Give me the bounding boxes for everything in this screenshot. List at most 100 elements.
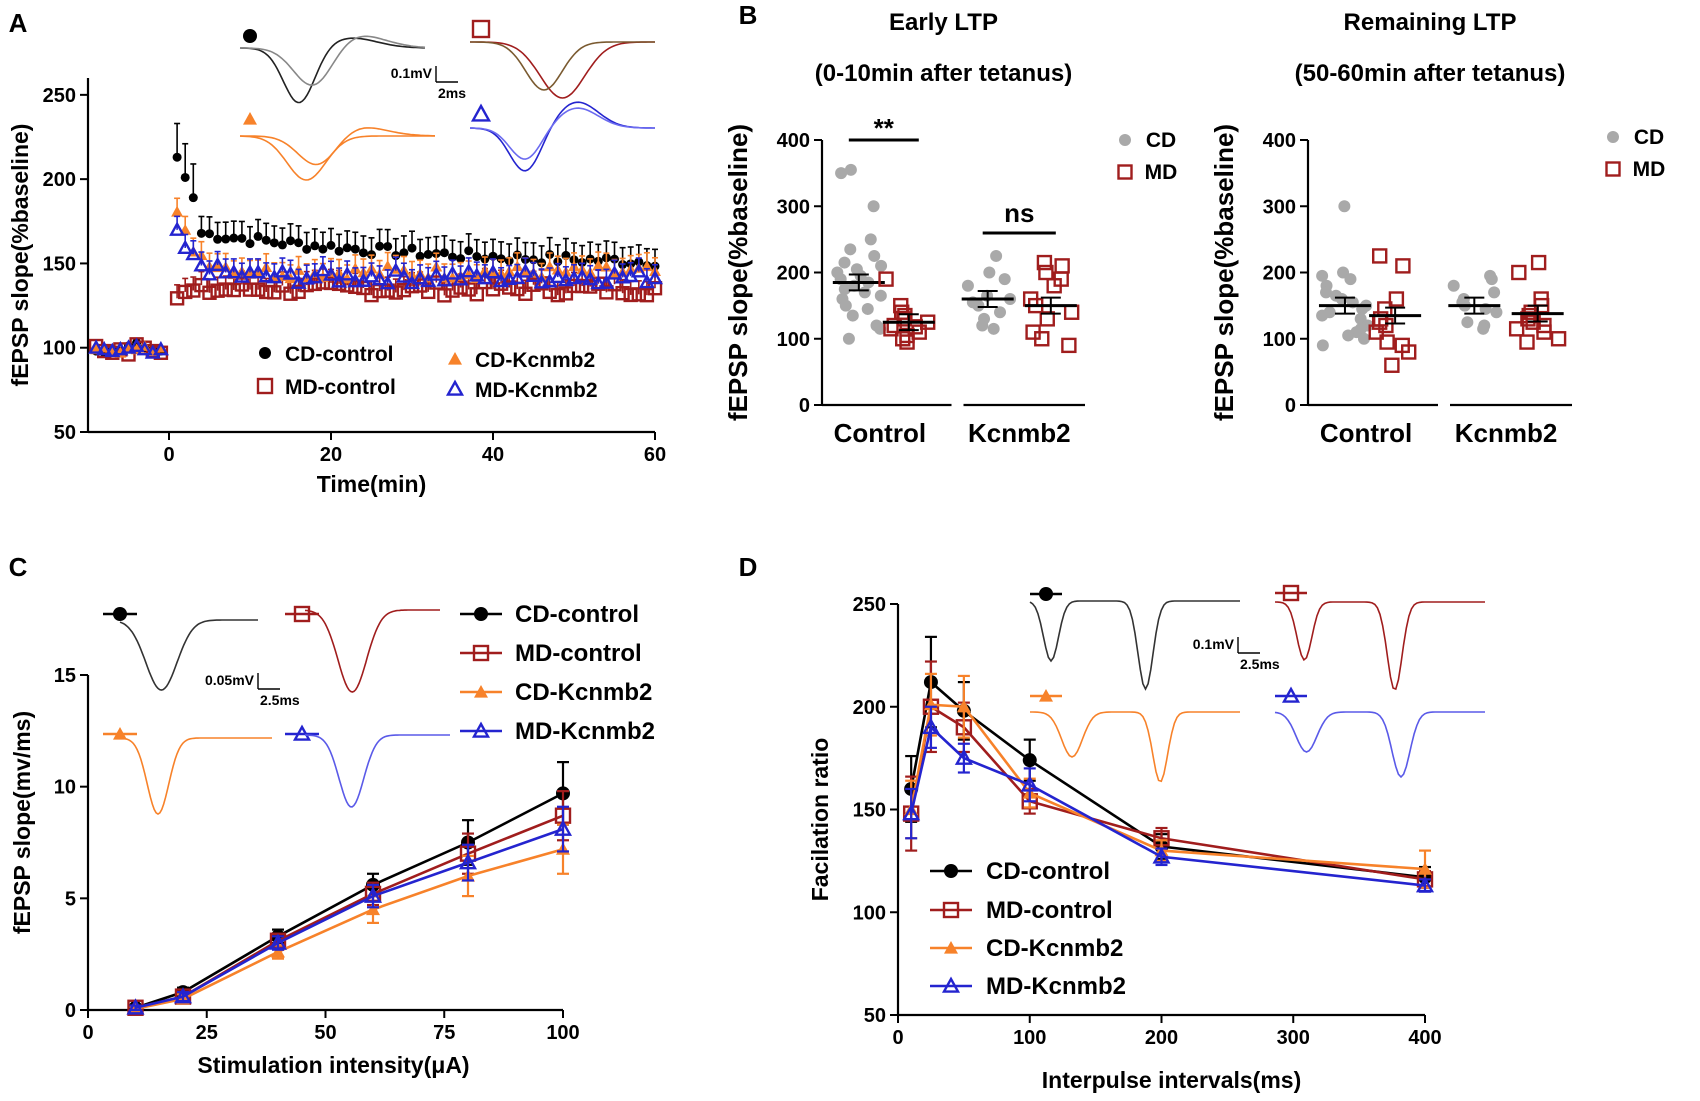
dot [1401, 344, 1417, 360]
dot [899, 334, 915, 350]
series-md-kcnmb2 [126, 805, 573, 1015]
data-point [253, 231, 263, 241]
dot [1335, 293, 1348, 305]
data-point [387, 262, 404, 277]
data-point [381, 260, 394, 271]
data-point [347, 272, 364, 288]
dot [1372, 248, 1388, 264]
legend-b-remaining: CD MD [1605, 126, 1665, 181]
data-point [436, 272, 453, 287]
subplot-title: Early LTP [889, 9, 998, 36]
data-point [172, 152, 182, 162]
category-control: Control [834, 418, 926, 448]
panel-a: A 50 100 150 200 250 0 20 40 60 Time(min) fEPSP slo… [7, 8, 666, 497]
dot [990, 249, 1003, 262]
trace-md-control-post [470, 41, 655, 91]
data-point [310, 241, 320, 251]
trace-md-kcnmb2-post [470, 107, 655, 160]
inset-marker [243, 29, 257, 43]
data-point [364, 287, 379, 303]
data-point [177, 239, 194, 254]
data-point [383, 241, 393, 251]
trace-md-control [470, 41, 655, 99]
dot [972, 299, 985, 312]
data-point [225, 263, 242, 279]
legend-marker-cd [1607, 131, 1619, 143]
dot [864, 233, 877, 246]
y-tick-label: 300 [1263, 196, 1296, 218]
dot [867, 200, 880, 213]
data-point [395, 268, 412, 283]
dot [1046, 278, 1062, 294]
data-point [464, 246, 474, 256]
data-point [375, 241, 385, 251]
legend-label: CD-Kcnmb2 [475, 349, 595, 372]
data-point [152, 340, 169, 356]
data-point [502, 280, 517, 295]
series-md-kcnmb2 [902, 705, 1435, 893]
dot-group [1316, 200, 1374, 352]
dot [983, 266, 996, 279]
data-point [250, 263, 267, 279]
data-point [592, 259, 605, 271]
trace-md-control [1274, 601, 1485, 691]
legend-c: CD-control MD-control CD-Kcnmb2 MD-Kcnmb2 [460, 601, 655, 745]
legend-d: CD-control MD-control CD-Kcnmb2 MD-Kcnmb2 [930, 858, 1126, 1000]
inset-marker [471, 19, 491, 39]
data-point [553, 819, 573, 836]
dot [1511, 264, 1527, 281]
legend-label: MD-control [515, 640, 642, 667]
data-point [326, 240, 336, 250]
dot [1038, 264, 1054, 281]
data-point [209, 256, 226, 272]
data-point [496, 254, 506, 264]
inset-marker [1281, 686, 1301, 703]
data-point [298, 270, 315, 285]
y-axis-label: fEPSP slope(%baseline) [723, 124, 753, 421]
data-point [217, 264, 234, 279]
dot [1379, 334, 1395, 350]
trace-cd-kcnmb2 [239, 135, 435, 181]
significance: ** ns [848, 113, 1056, 235]
y-tick-label: 100 [1263, 329, 1296, 351]
data-point [210, 283, 225, 298]
dot [961, 279, 974, 292]
category-kcnmb2: Kcnmb2 [1455, 418, 1558, 448]
scale-bar-c: 0.05mV 2.5ms [205, 672, 300, 708]
y-tick-label: 100 [777, 329, 810, 351]
scale-bar-voltage: 0.05mV [205, 672, 255, 688]
x-tick-label: 40 [482, 444, 504, 466]
legend-label: MD-control [285, 376, 396, 399]
data-point [599, 285, 614, 300]
trace-cd-kcnmb2 [119, 737, 272, 815]
dot [838, 256, 851, 269]
data-point [902, 804, 921, 821]
trace-cd-control [1029, 600, 1240, 691]
data-point [606, 265, 623, 280]
dot [1536, 324, 1552, 340]
x-tick-label: 300 [1277, 1027, 1310, 1049]
dot-group [1368, 248, 1422, 373]
x-tick-label: 200 [1145, 1027, 1178, 1049]
data-point [407, 243, 417, 253]
dot [1344, 273, 1357, 286]
data-point [268, 933, 288, 950]
data-point [615, 285, 630, 301]
data-point [631, 287, 646, 302]
data-point [277, 240, 287, 250]
legend-label: CD-control [285, 343, 394, 366]
scale-bar-time: 2.5ms [260, 692, 300, 708]
legend-marker [445, 379, 465, 396]
legend-marker [471, 721, 491, 738]
inset-marker [1282, 584, 1300, 602]
dot [1384, 357, 1400, 373]
dot [844, 163, 857, 176]
series-md-control [902, 660, 1434, 889]
x-tick-label: 0 [163, 444, 174, 466]
y-tick-label: 200 [1263, 263, 1296, 285]
data-point [128, 337, 145, 353]
legend-marker [941, 976, 961, 993]
data-point [1020, 775, 1039, 792]
legend-label: MD-Kcnmb2 [515, 718, 655, 745]
trace-md-kcnmb2 [1274, 711, 1485, 779]
